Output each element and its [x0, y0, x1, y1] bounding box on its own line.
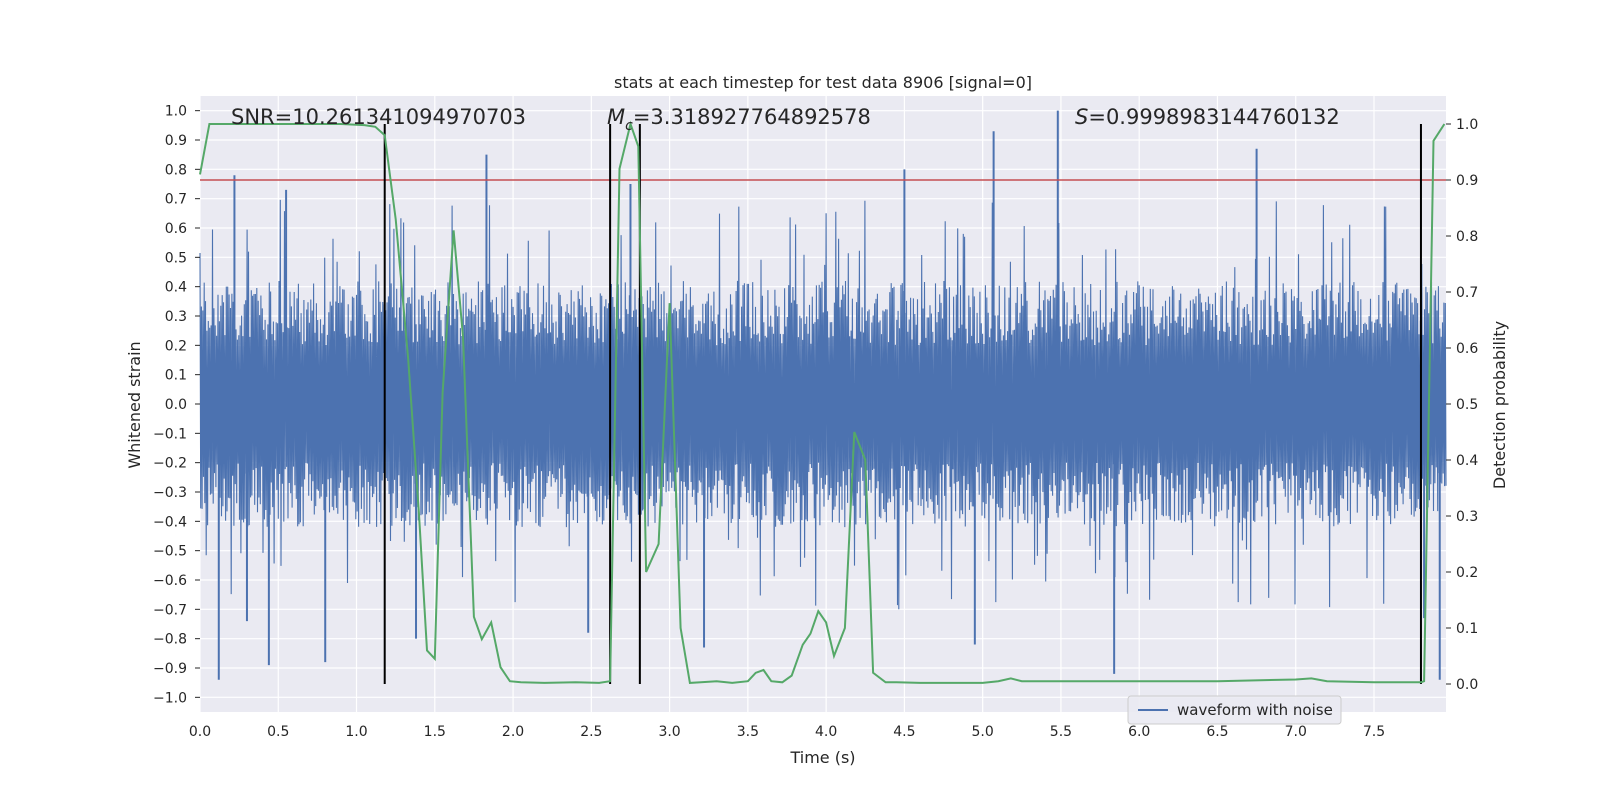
right-tick-label-9: 0.1: [1456, 621, 1478, 637]
left-tick-label-13: −0.3: [153, 485, 187, 501]
snr-annotation: SNR=10.261341094970703: [231, 105, 526, 129]
left-tick-label-9: 0.1: [165, 368, 187, 384]
statistic-value: =0.9998983144760132: [1088, 105, 1339, 129]
left-tick-label-3: 0.7: [165, 192, 187, 208]
left-tick-label-17: −0.7: [153, 602, 187, 618]
x-tick-label-12: 6.0: [1128, 724, 1150, 740]
left-tick-label-8: 0.2: [165, 338, 187, 354]
statistic-symbol: S: [1075, 105, 1088, 129]
right-tick-label-6: 0.4: [1456, 453, 1478, 469]
right-tick-label-0: 1.0: [1456, 117, 1478, 133]
x-tick-label-15: 7.5: [1363, 724, 1385, 740]
left-tick-label-1: 0.9: [165, 133, 187, 149]
left-tick-label-15: −0.5: [153, 544, 187, 560]
x-tick-label-7: 3.5: [737, 724, 759, 740]
overlay-lines: [199, 120, 1446, 684]
right-tick-label-1: 0.9: [1456, 173, 1478, 189]
right-tick-label-5: 0.5: [1456, 397, 1478, 413]
left-tick-label-18: −0.8: [153, 632, 187, 648]
x-tick-label-5: 2.5: [580, 724, 602, 740]
x-tick-label-8: 4.0: [815, 724, 837, 740]
right-axis-label: Detection probability: [1490, 321, 1509, 489]
left-tick-label-11: −0.1: [153, 426, 187, 442]
x-tick-label-9: 4.5: [893, 724, 915, 740]
left-axis-ticks: 1.0 0.9 0.8 0.7 0.6 0.5 0.4 0.3 0.2 0.1 0.0 −0.1 −0.…: [153, 104, 200, 706]
left-axis-label: Whitened strain: [125, 341, 144, 468]
left-tick-label-10: 0.0: [165, 397, 187, 413]
right-tick-label-2: 0.8: [1456, 229, 1478, 245]
waveform-with-noise-series: [199, 110, 1447, 680]
x-tick-label-0: 0.0: [189, 724, 211, 740]
x-tick-label-13: 6.5: [1206, 724, 1228, 740]
x-tick-label-10: 5.0: [972, 724, 994, 740]
legend-box: [1127, 695, 1342, 725]
x-tick-label-2: 1.0: [345, 724, 367, 740]
chart-title: stats at each timestep for test data 890…: [614, 73, 1032, 92]
x-tick-label-1: 0.5: [267, 724, 289, 740]
right-tick-label-10: 0.0: [1456, 677, 1478, 693]
left-tick-label-14: −0.4: [153, 514, 187, 530]
detection-probability-line: [199, 120, 1446, 684]
left-tick-label-20: −1.0: [153, 690, 187, 706]
left-tick-label-7: 0.3: [165, 309, 187, 325]
left-tick-label-19: −0.9: [153, 661, 187, 677]
left-tick-label-0: 1.0: [165, 104, 187, 120]
waveform-noise-trace: [199, 199, 1447, 610]
left-tick-label-5: 0.5: [165, 250, 187, 266]
left-tick-label-12: −0.2: [153, 456, 187, 472]
x-tick-label-3: 1.5: [424, 724, 446, 740]
right-tick-label-7: 0.3: [1456, 509, 1478, 525]
x-axis-label: Time (s): [789, 748, 855, 767]
right-tick-label-8: 0.2: [1456, 565, 1478, 581]
legend-label-waveform: waveform with noise: [1177, 701, 1333, 719]
x-tick-label-11: 5.5: [1050, 724, 1072, 740]
chirp-mass-value: =3.318927764892578: [633, 105, 871, 129]
left-tick-label-2: 0.8: [165, 162, 187, 178]
right-tick-label-3: 0.7: [1456, 285, 1478, 301]
chirp-mass-annotation: Mc=3.318927764892578: [607, 105, 871, 134]
chirp-mass-subscript: c: [625, 118, 633, 134]
x-tick-label-6: 3.0: [658, 724, 680, 740]
x-axis-ticks: 0.0 0.5 1.0 1.5 2.0 2.5 3.0 3.5 4.0 4.5 5.0 5.5 6.0 6…: [189, 724, 1385, 740]
left-tick-label-16: −0.6: [153, 573, 187, 589]
x-tick-label-14: 7.0: [1285, 724, 1307, 740]
x-tick-label-4: 2.0: [502, 724, 524, 740]
chirp-mass-symbol: M: [607, 105, 625, 129]
statistic-annotation: S=0.9998983144760132: [1075, 105, 1340, 129]
left-tick-label-6: 0.4: [165, 280, 187, 296]
legend: waveform with noise: [1127, 695, 1342, 725]
right-axis-ticks: 1.0 0.9 0.8 0.7 0.6 0.5 0.4 0.3 0.2 0.1 0.0: [1446, 117, 1478, 693]
right-tick-label-4: 0.6: [1456, 341, 1478, 357]
left-tick-label-4: 0.6: [165, 221, 187, 237]
